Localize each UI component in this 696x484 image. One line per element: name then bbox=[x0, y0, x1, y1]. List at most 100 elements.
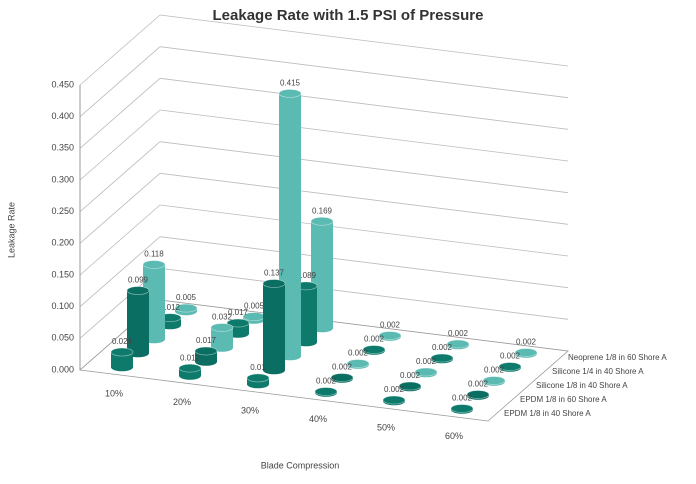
y-tick-label: 0.400 bbox=[51, 111, 74, 121]
bar bbox=[262, 279, 286, 375]
data-label: 0.089 bbox=[296, 271, 317, 280]
bar-body bbox=[211, 327, 233, 348]
grid-line bbox=[159, 267, 569, 320]
bar-top bbox=[110, 347, 134, 357]
grid-line bbox=[79, 204, 161, 276]
y-axis-title: Leakage Rate bbox=[6, 202, 16, 258]
legend-label: Silicone 1/8 in 40 Shore A bbox=[536, 381, 628, 390]
x-tick-label: 20% bbox=[173, 397, 191, 407]
bar-top bbox=[142, 260, 166, 269]
data-label: 0.099 bbox=[128, 276, 149, 285]
x-tick-label: 40% bbox=[309, 414, 327, 424]
bar bbox=[430, 353, 454, 364]
data-label: 0.002 bbox=[448, 329, 469, 338]
data-label: 0.169 bbox=[312, 206, 333, 215]
x-tick-label: 10% bbox=[105, 389, 123, 399]
bar-top bbox=[414, 367, 438, 377]
x-tick-label: 30% bbox=[241, 406, 259, 416]
grid-line bbox=[159, 172, 569, 225]
grid-line bbox=[159, 141, 569, 194]
data-label: 0.137 bbox=[264, 269, 285, 278]
grid-line bbox=[159, 236, 569, 289]
bar bbox=[414, 367, 438, 378]
data-label: 0.024 bbox=[112, 337, 133, 346]
bar bbox=[126, 286, 150, 358]
data-label: 0.005 bbox=[244, 302, 265, 311]
bar-top bbox=[174, 303, 198, 313]
legend-label: Neoprene 1/8 in 60 Shore A bbox=[568, 353, 667, 362]
data-label: 0.002 bbox=[484, 366, 505, 375]
bar-bottom bbox=[195, 357, 217, 366]
data-label: 0.002 bbox=[500, 352, 521, 361]
data-label: 0.002 bbox=[432, 343, 453, 352]
data-label: 0.415 bbox=[280, 79, 301, 88]
bar bbox=[246, 373, 270, 389]
grid-line bbox=[79, 173, 161, 244]
data-label: 0.002 bbox=[384, 385, 405, 394]
data-label: 0.012 bbox=[160, 303, 181, 312]
data-label: 0.002 bbox=[364, 335, 385, 344]
grid-line bbox=[79, 236, 161, 307]
y-tick-label: 0.450 bbox=[51, 79, 74, 89]
grid-line bbox=[79, 46, 161, 117]
bar bbox=[174, 303, 198, 316]
bar bbox=[178, 363, 202, 380]
bar bbox=[362, 345, 386, 355]
bar-body bbox=[263, 283, 285, 371]
bar bbox=[314, 387, 338, 397]
bar-top bbox=[346, 359, 370, 368]
grid-line bbox=[159, 204, 569, 257]
data-label: 0.002 bbox=[400, 371, 421, 380]
y-tick-label: 0.150 bbox=[51, 269, 74, 279]
bar bbox=[398, 381, 422, 392]
bar-top bbox=[398, 381, 422, 391]
y-tick-label: 0.300 bbox=[51, 174, 74, 184]
bar bbox=[346, 359, 370, 369]
y-tick-label: 0.100 bbox=[51, 301, 74, 311]
grid-line bbox=[79, 141, 161, 212]
data-label: 0.012 bbox=[180, 353, 201, 362]
bar-top bbox=[178, 363, 202, 373]
bar-top bbox=[330, 373, 354, 382]
bar-bottom bbox=[179, 371, 201, 380]
legend-label: Silicone 1/4 in 40 Shore A bbox=[552, 367, 644, 376]
data-label: 0.118 bbox=[144, 250, 164, 259]
data-label: 0.002 bbox=[332, 363, 353, 372]
data-label: 0.002 bbox=[468, 380, 489, 389]
legend-label: EPDM 1/8 in 60 Shore A bbox=[520, 395, 607, 404]
bar bbox=[382, 395, 406, 406]
bar-top bbox=[226, 318, 250, 328]
bar-top bbox=[466, 390, 490, 399]
grid-line bbox=[159, 46, 569, 99]
grid-line bbox=[79, 14, 161, 86]
data-label: 0.005 bbox=[176, 293, 197, 302]
bar bbox=[446, 339, 470, 350]
data-label: 0.017 bbox=[228, 308, 249, 317]
bar-top bbox=[482, 376, 506, 385]
bar-top bbox=[314, 387, 338, 396]
bar-bottom bbox=[263, 366, 285, 375]
data-label: 0.002 bbox=[348, 349, 369, 358]
bar bbox=[514, 348, 538, 358]
y-tick-label: 0.200 bbox=[51, 238, 74, 248]
bar bbox=[330, 373, 354, 383]
bar-top bbox=[310, 216, 334, 226]
x-tick-label: 50% bbox=[377, 423, 395, 433]
bar-top bbox=[430, 353, 454, 363]
grid-line bbox=[159, 14, 569, 67]
bar bbox=[482, 376, 506, 386]
grid-line bbox=[79, 109, 161, 181]
chart-title: Leakage Rate with 1.5 PSI of Pressure bbox=[213, 7, 484, 24]
data-label: 0.017 bbox=[196, 336, 217, 345]
y-tick-label: 0.250 bbox=[51, 206, 74, 216]
grid-line bbox=[159, 77, 569, 130]
bar bbox=[378, 331, 402, 341]
bar bbox=[450, 404, 474, 414]
data-label: 0.002 bbox=[452, 394, 473, 403]
data-label: 0.01 bbox=[250, 363, 266, 372]
bar-top bbox=[194, 346, 218, 356]
bar bbox=[498, 362, 522, 372]
bar-top bbox=[498, 362, 522, 371]
data-label: 0.002 bbox=[316, 377, 337, 386]
